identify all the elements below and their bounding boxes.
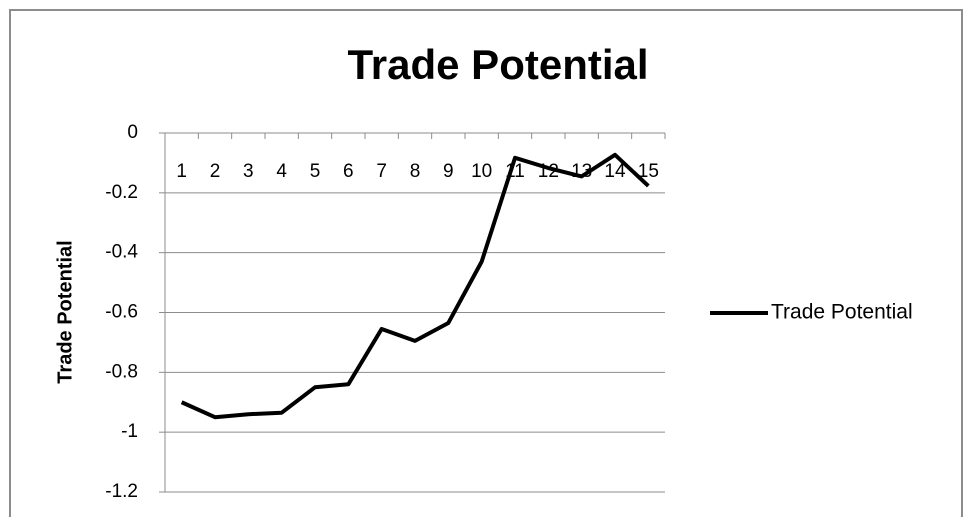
x-tick-label: 8: [410, 161, 421, 182]
x-tick-label: 7: [376, 161, 387, 182]
x-tick-label: 10: [471, 161, 492, 182]
y-tick-label: -1.2: [105, 481, 138, 502]
data-line: [180, 152, 650, 420]
x-tick-label: 4: [276, 161, 287, 182]
x-tick-label: 6: [343, 161, 354, 182]
y-tick-label: -0.2: [105, 182, 138, 203]
x-tick-label: 1: [176, 161, 187, 182]
x-tick-label: 5: [310, 161, 321, 182]
legend-label: Trade Potential: [771, 301, 913, 324]
x-tick-label: 3: [243, 161, 254, 182]
y-axis-label: Trade Potential: [54, 240, 76, 383]
x-tick-label: 15: [638, 161, 659, 182]
x-tick-label: 2: [210, 161, 221, 182]
chart-title: Trade Potential: [347, 41, 648, 88]
y-tick-label: -1: [121, 421, 138, 442]
x-tick-label: 9: [443, 161, 454, 182]
y-tick-label: -0.4: [105, 242, 138, 263]
x-tick-label: 14: [604, 161, 626, 182]
y-tick-label: -0.8: [105, 361, 138, 382]
chart-frame: [9, 9, 963, 517]
y-tick-label: 0: [127, 122, 138, 143]
y-tick-label: -0.6: [105, 302, 138, 323]
